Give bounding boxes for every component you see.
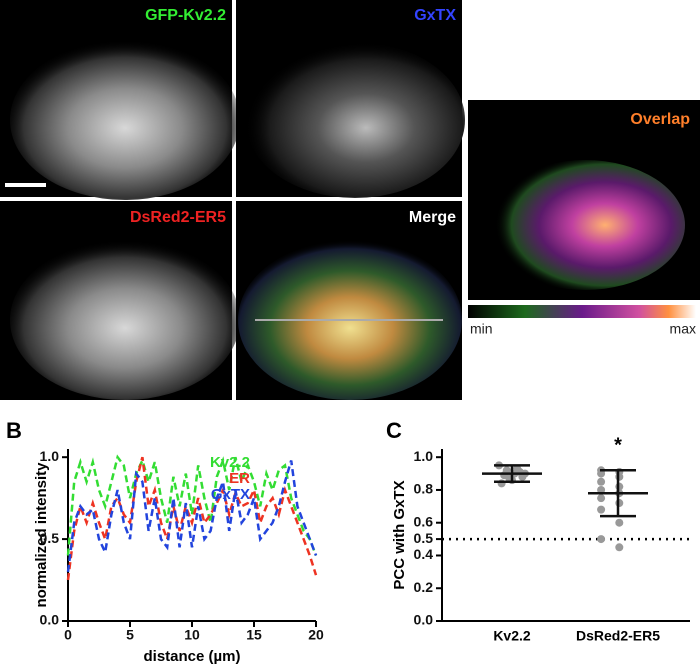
cell (10, 40, 240, 200)
image-label: DsRed2-ER5 (130, 209, 226, 226)
legend-label: Kv2.2 (210, 454, 250, 471)
colorbar-min: min (470, 321, 493, 337)
data-point (615, 518, 624, 527)
data-point (597, 505, 606, 514)
data-point (615, 543, 624, 552)
y-axis-label: normalized intensity (33, 462, 50, 608)
cell (485, 160, 685, 290)
data-point (597, 485, 606, 494)
image-label: Overlap (630, 111, 690, 128)
cell (245, 42, 465, 198)
data-point (615, 472, 624, 481)
colorbar-max: max (670, 321, 696, 337)
y-tick-label: 1.0 (414, 448, 434, 464)
data-point (597, 477, 606, 486)
image-label: Merge (409, 209, 456, 226)
x-tick-label: 10 (184, 627, 200, 643)
y-tick-label: 0.5 (40, 530, 60, 546)
y-tick-label: 0.6 (414, 513, 434, 529)
series-line (66, 460, 318, 573)
x-tick-label: 5 (126, 627, 134, 643)
legend-label: ER (229, 470, 250, 487)
x-tick-label: 15 (246, 627, 262, 643)
y-tick-label: 0.8 (414, 481, 434, 497)
x-axis-label: distance (µm) (144, 648, 241, 665)
panel-label: C (386, 418, 402, 443)
y-tick-label: 0.4 (414, 546, 434, 562)
data-point (597, 469, 606, 478)
image-label: GxTX (414, 7, 456, 24)
data-point (597, 494, 606, 503)
y-tick-label: 0.5 (414, 530, 434, 546)
data-point (597, 535, 606, 544)
panel-label: B (6, 418, 22, 443)
x-tick-label: 20 (308, 627, 324, 643)
y-tick-label: 1.0 (40, 448, 60, 464)
x-tick-label: DsRed2-ER5 (576, 628, 660, 644)
series-line (66, 454, 318, 556)
colorbar (468, 305, 696, 318)
x-tick-label: Kv2.2 (493, 628, 531, 644)
annotation: * (614, 435, 622, 457)
legend-label: GxTX (211, 486, 250, 503)
y-axis-label: PCC with GxTX (391, 480, 408, 589)
image-label: GFP-Kv2.2 (145, 7, 226, 24)
y-tick-label: 0.2 (414, 579, 434, 595)
series-line (66, 456, 318, 581)
x-tick-label: 0 (64, 627, 72, 643)
data-point (615, 499, 624, 508)
cell (10, 240, 240, 400)
y-tick-label: 0.0 (414, 612, 434, 628)
y-tick-label: 0.0 (40, 612, 60, 628)
